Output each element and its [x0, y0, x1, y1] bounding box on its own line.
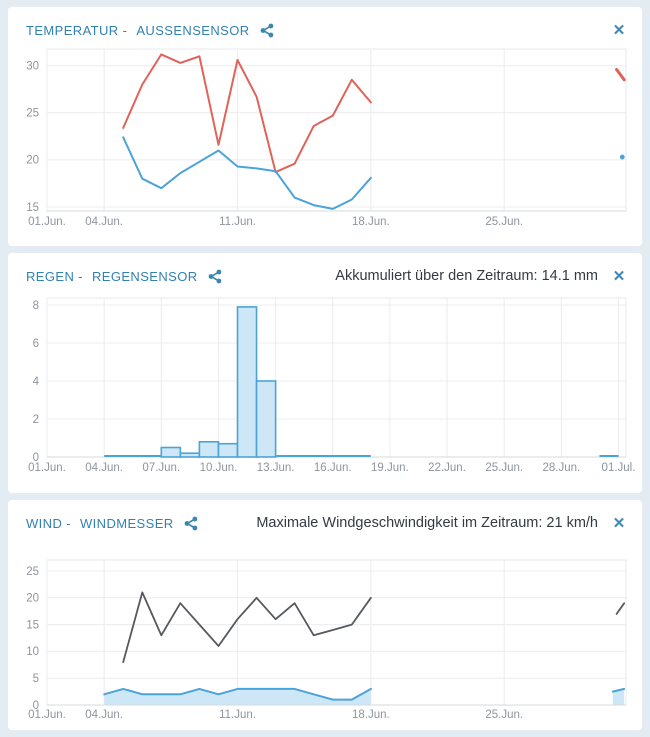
- x-tick-label: 18.Jun.: [352, 216, 390, 228]
- wind-chart[interactable]: 0 5 10 15 20 25 01.Jun. 04.Jun. 11.Jun. 18.Jun. 25…: [12, 538, 638, 723]
- y-tick-label: 0: [33, 452, 39, 464]
- temperature-chart[interactable]: 15 20 25 30 01.Jun. 04.Jun. 11.Jun. 18.Jun. 25.J…: [12, 45, 638, 230]
- rain-bar-day-8: [179, 452, 201, 458]
- x-tick-label: 18.Jun.: [352, 709, 390, 721]
- card-temperatur-title: TEMPERATUR - AUSSENSENSOR: [26, 23, 250, 38]
- x-tick-label: 10.Jun.: [200, 462, 238, 474]
- card-regen: REGEN - REGENSENSOR Akkumuliert über den …: [7, 252, 643, 494]
- y-tick-label: 10: [26, 646, 39, 658]
- temperatur-max-line: [122, 53, 372, 174]
- y-tick-label: 15: [26, 202, 39, 214]
- y-tick-label: 20: [26, 155, 39, 167]
- close-icon[interactable]: ✕: [612, 21, 626, 39]
- close-icon[interactable]: ✕: [612, 514, 626, 532]
- wind-durchschnitt-line: [103, 687, 372, 701]
- y-tick-label: 25: [26, 108, 39, 120]
- x-tick-label: 25.Jun.: [485, 709, 523, 721]
- card-wind-sensor-name: WINDMESSER: [80, 515, 174, 531]
- card-wind-title-main: WIND -: [26, 515, 71, 531]
- card-wind-header: WIND - WINDMESSER Maximale Windgeschwindi…: [8, 500, 642, 535]
- card-regen-header: REGEN - REGENSENSOR Akkumuliert über den …: [8, 253, 642, 288]
- rain-accumulated-label: Akkumuliert über den Zeitraum: 14.1 mm: [335, 268, 598, 284]
- y-tick-label: 25: [26, 566, 39, 578]
- x-tick-label: 25.Jun.: [485, 216, 523, 228]
- temperatur-min-line: [122, 136, 372, 210]
- rain-bar-day-7: [160, 446, 182, 458]
- close-icon[interactable]: ✕: [612, 267, 626, 285]
- card-regen-title: REGEN - REGENSENSOR: [26, 269, 198, 284]
- rain-bar-day-11: [236, 306, 258, 458]
- share-icon[interactable]: [184, 516, 198, 531]
- wind-durchschnitt-aktuell-area: [612, 688, 625, 705]
- wind-max-label: Maximale Windgeschwindigkeit im Zeitraum…: [256, 515, 598, 531]
- x-tick-label: 07.Jun.: [142, 462, 180, 474]
- card-regen-sensor-name: REGENSENSOR: [91, 268, 198, 284]
- y-tick-label: 4: [33, 376, 40, 388]
- x-tick-label: 13.Jun.: [257, 462, 295, 474]
- x-tick-label: 25.Jun.: [485, 462, 523, 474]
- card-temperatur-header: TEMPERATUR - AUSSENSENSOR ✕: [8, 7, 642, 42]
- x-tick-label: 04.Jun.: [85, 462, 123, 474]
- rain-bar-day-10: [217, 442, 239, 458]
- x-tick-label: 04.Jun.: [85, 709, 123, 721]
- card-regen-title-main: REGEN -: [26, 268, 83, 284]
- card-wind-title: WIND - WINDMESSER: [26, 516, 174, 531]
- x-tick-label: 01.Jun.: [28, 709, 66, 721]
- card-temperatur: TEMPERATUR - AUSSENSENSOR ✕ 15 20 25 30 01.Ju…: [7, 6, 643, 247]
- card-temperatur-sensor-name: AUSSENSENSOR: [136, 22, 250, 38]
- y-tick-label: 2: [33, 414, 39, 426]
- x-tick-label: 01.Jun.: [28, 462, 66, 474]
- wind-durchschnitt-aktuell-line: [611, 687, 626, 693]
- x-tick-label: 04.Jun.: [85, 216, 123, 228]
- rain-chart[interactable]: 0 2 4 6 8 01.Jun. 04.Jun. 07.Jun. 10.Jun. 13.Jun.…: [12, 291, 638, 481]
- plot-border: [46, 559, 627, 706]
- y-tick-label: 0: [33, 700, 39, 712]
- x-tick-label: 01.Jun.: [28, 216, 66, 228]
- y-tick-label: 20: [26, 593, 39, 605]
- y-tick-label: 30: [26, 61, 39, 73]
- x-tick-label: 19.Jun.: [371, 462, 409, 474]
- plot-border: [46, 48, 627, 212]
- x-tick-label: 11.Jun.: [219, 216, 256, 228]
- wind-max-line: [122, 591, 372, 663]
- y-tick-label: 15: [26, 619, 39, 631]
- card-wind: WIND - WINDMESSER Maximale Windgeschwindi…: [7, 499, 643, 731]
- share-icon[interactable]: [260, 23, 274, 38]
- wind-durchschnitt-area: [104, 688, 371, 705]
- y-tick-label: 5: [33, 673, 39, 685]
- rain-bar-day-12: [255, 380, 277, 458]
- share-icon[interactable]: [208, 269, 222, 284]
- rain-bar-day-9: [198, 441, 220, 458]
- x-tick-label: 16.Jun.: [314, 462, 352, 474]
- y-tick-label: 8: [33, 300, 39, 312]
- card-temperatur-title-main: TEMPERATUR -: [26, 22, 128, 38]
- x-tick-label: 11.Jun.: [219, 709, 256, 721]
- x-tick-label: 28.Jun.: [542, 462, 580, 474]
- x-tick-label: 22.Jun.: [428, 462, 466, 474]
- plot-border: [46, 297, 627, 458]
- x-tick-label: 01.Jul.: [602, 462, 636, 474]
- y-tick-label: 6: [33, 338, 39, 350]
- temperatur-max-aktuell-line: [615, 68, 626, 82]
- temperatur-min-aktuell-point: [619, 154, 625, 160]
- wind-max-aktuell-line: [615, 602, 626, 615]
